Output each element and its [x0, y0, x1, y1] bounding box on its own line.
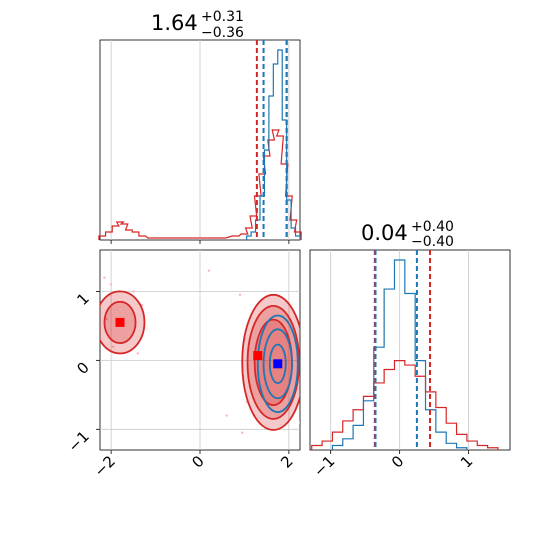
title-param-0-value: 1.64	[151, 11, 198, 35]
y1-axis-ticks: −1 0 1	[64, 289, 92, 455]
joint-red-marker-1	[253, 351, 263, 361]
x0-tick-label-0: −2	[91, 452, 119, 480]
joint-scatter-point-6	[105, 317, 108, 321]
y1-tick-label-1: 0	[73, 358, 92, 377]
joint-scatter-point-3	[132, 290, 135, 293]
panel-joint-x0-x1	[96, 249, 305, 454]
joint-blue-marker-0	[273, 359, 283, 369]
joint-scatter-point-0	[103, 276, 106, 279]
title-param-0: 1.64 +0.31 −0.36	[151, 9, 244, 41]
joint-scatter-point-13	[301, 304, 303, 306]
joint-scatter-point-4	[136, 352, 139, 355]
panel-marginal-x1	[309, 249, 511, 454]
title-param-0-minus: −0.36	[201, 25, 244, 41]
y1-tick-label-0: −1	[64, 427, 92, 455]
x1-tick-label-2: 1	[457, 452, 476, 471]
marginal-x1-red-histogram	[311, 359, 499, 450]
marginal-x1-blue-histogram	[331, 259, 468, 450]
x1-tick-label-0: −1	[310, 452, 338, 480]
joint-red-marker-0	[115, 317, 125, 327]
joint-blue-contour-2	[268, 343, 287, 385]
x0-axis-ticks: −2 0 2	[91, 452, 297, 480]
title-param-0-plus: +0.31	[201, 9, 244, 25]
x1-axis-ticks: −1 0 1	[310, 452, 476, 480]
x0-tick-label-2: 2	[277, 452, 296, 471]
joint-scatter-point-9	[238, 293, 242, 297]
joint-blue-contour-1	[262, 328, 293, 400]
joint-scatter-point-14	[298, 421, 300, 424]
panel-marginal-x1-frame	[309, 249, 511, 451]
x1-tick-label-1: 0	[388, 452, 407, 471]
joint-scatter-point-10	[241, 431, 244, 434]
title-param-1: 0.04 +0.40 −0.40	[361, 219, 454, 250]
joint-scatter-point-8	[225, 414, 228, 417]
joint-scatter-point-1	[109, 283, 113, 286]
title-param-1-value: 0.04	[361, 221, 408, 245]
marginal-x0-red-histogram	[98, 129, 302, 240]
marginal-x0-blue-histogram	[246, 49, 301, 240]
joint-blue-contour-0	[256, 314, 299, 413]
joint-scatter-point-2	[112, 345, 115, 348]
x0-tick-label-1: 0	[188, 452, 207, 471]
panel-marginal-x0	[98, 39, 302, 244]
title-param-1-plus: +0.40	[411, 219, 454, 235]
title-param-1-minus: −0.40	[411, 234, 454, 250]
joint-scatter-point-7	[207, 269, 211, 272]
joint-scatter-point-15	[303, 345, 305, 347]
joint-plot-area	[100, 269, 305, 434]
y1-tick-label-2: 1	[73, 289, 92, 308]
